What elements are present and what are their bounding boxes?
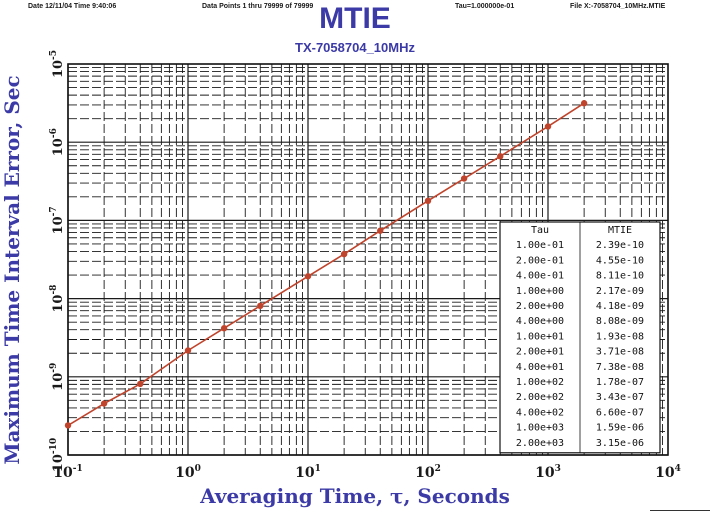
legend-header-mtie: MTIE: [608, 225, 632, 236]
legend-mtie-value: 4.55e-10: [596, 255, 644, 266]
y-tick-label: 10-5: [49, 50, 66, 78]
mtie-data-point: [544, 123, 552, 130]
mtie-data-point: [377, 227, 384, 234]
mtie-data-point: [64, 422, 72, 429]
legend-tau-value: 1.00e+03: [516, 423, 564, 434]
mtie-data-point: [100, 400, 108, 407]
legend-tau-value: 1.00e-01: [516, 240, 564, 251]
x-tick-label: 102: [415, 464, 441, 481]
legend-tau-value: 4.00e+01: [516, 362, 564, 373]
mtie-data-point: [220, 325, 228, 332]
legend-mtie-value: 2.39e-10: [596, 240, 644, 251]
legend-mtie-value: 7.38e-08: [596, 362, 644, 373]
corner-rule: [650, 510, 710, 511]
legend-tau-value: 1.00e+02: [516, 377, 564, 388]
legend-tau-value: 4.00e-01: [516, 271, 564, 282]
legend-mtie-value: 8.11e-10: [596, 271, 644, 282]
header-date: Date 12/11/04 Time 9:40:06: [28, 3, 117, 10]
legend-mtie-value: 1.59e-06: [596, 423, 644, 434]
mtie-data-point: [340, 250, 348, 258]
legend-tau-value: 1.00e+00: [516, 286, 564, 297]
x-tick-label: 100: [175, 464, 201, 481]
x-tick-label: 103: [535, 464, 561, 481]
legend-header-tau: Tau: [531, 225, 549, 236]
legend-mtie-value: 3.15e-06: [596, 438, 644, 449]
mtie-data-point: [304, 273, 312, 280]
mtie-data-point: [497, 153, 504, 160]
y-tick-label: 10-7: [49, 206, 66, 234]
y-tick-label: 10-8: [49, 285, 66, 313]
legend-mtie-value: 1.78e-07: [596, 377, 644, 388]
x-tick-label: 10-1: [53, 464, 82, 481]
legend-mtie-value: 3.71e-08: [596, 347, 644, 358]
header-tau: Tau=1.000000e-01: [455, 3, 515, 10]
mtie-data-point: [257, 302, 264, 310]
legend-mtie-value: 1.93e-08: [596, 331, 644, 342]
legend-tau-value: 2.00e+00: [516, 301, 564, 312]
legend-tau-value: 4.00e+02: [516, 407, 564, 418]
chart-subtitle: TX-7058704_10MHz: [295, 40, 415, 55]
y-tick-label: 10-10: [49, 438, 66, 472]
legend-tau-value: 1.00e+01: [516, 331, 564, 342]
legend-tau-value: 2.00e+03: [516, 438, 564, 449]
mtie-data-point: [184, 347, 192, 354]
header-file: File X:-7058704_10MHz.MTIE: [570, 3, 666, 10]
y-axis-label: Maximum Time Interval Error, Sec: [0, 75, 24, 465]
mtie-data-point: [580, 100, 588, 107]
x-tick-label: 104: [655, 464, 681, 481]
legend-tau-value: 2.00e+01: [516, 347, 564, 358]
header-data-points: Data Points 1 thru 79999 of 79999: [202, 3, 314, 10]
legend-tau-value: 4.00e+00: [516, 316, 564, 327]
legend-mtie-value: 8.08e-09: [596, 316, 644, 327]
legend-mtie-value: 4.18e-09: [596, 301, 644, 312]
x-tick-label: 101: [295, 464, 321, 481]
mtie-data-point: [424, 197, 432, 205]
y-tick-label: 10-9: [49, 363, 66, 391]
legend-tau-value: 2.00e+02: [516, 392, 564, 403]
plot-frame: [67, 63, 669, 456]
legend-mtie-value: 3.43e-07: [596, 392, 644, 403]
legend-mtie-value: 6.60e-07: [596, 407, 644, 418]
legend-tau-value: 2.00e-01: [516, 255, 564, 266]
mtie-data-point: [137, 380, 144, 388]
y-tick-label: 10-6: [49, 128, 66, 156]
legend-mtie-value: 2.17e-09: [596, 286, 644, 297]
x-axis-label: Averaging Time, τ, Seconds: [200, 484, 510, 508]
chart-title: MTIE: [319, 2, 391, 35]
mtie-data-point: [460, 175, 468, 182]
